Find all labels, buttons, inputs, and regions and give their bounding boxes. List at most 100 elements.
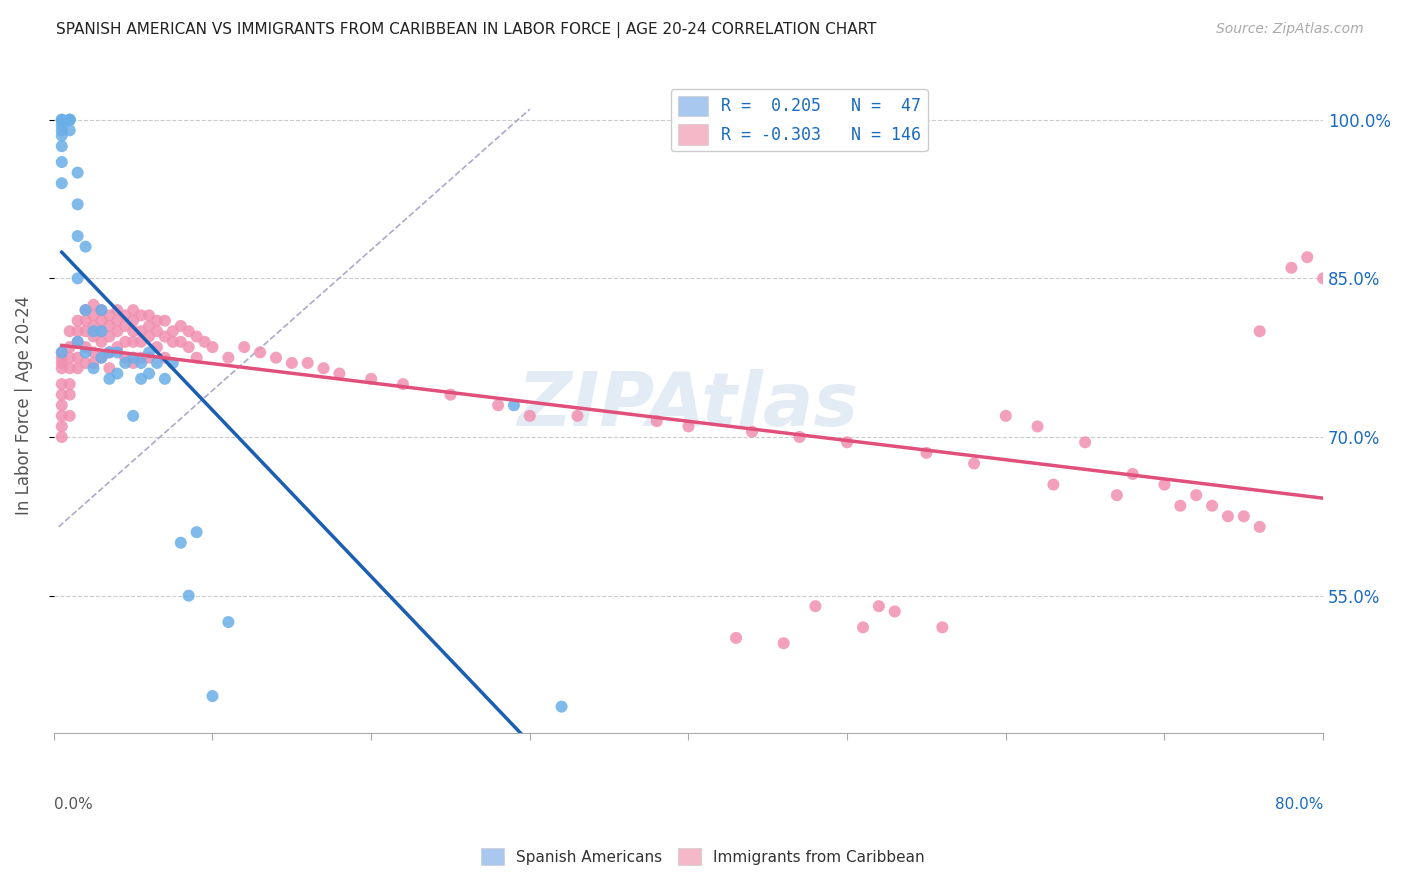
Point <box>360 372 382 386</box>
Point <box>51 176 73 190</box>
Point <box>51 118 73 132</box>
Point <box>138 309 160 323</box>
Point <box>122 356 145 370</box>
Point <box>138 318 160 333</box>
Point <box>75 303 97 318</box>
Point <box>105 367 128 381</box>
Text: Source: ZipAtlas.com: Source: ZipAtlas.com <box>1216 22 1364 37</box>
Point <box>83 318 105 333</box>
Legend: Spanish Americans, Immigrants from Caribbean: Spanish Americans, Immigrants from Carib… <box>475 842 931 871</box>
Point <box>170 334 193 349</box>
Point <box>201 340 224 354</box>
Point <box>98 361 121 376</box>
Point <box>162 356 184 370</box>
Point <box>83 324 105 338</box>
Point <box>75 240 97 254</box>
Point <box>1185 488 1208 502</box>
Point <box>122 303 145 318</box>
Point <box>90 334 112 349</box>
Point <box>75 340 97 354</box>
Point <box>122 324 145 338</box>
Text: 80.0%: 80.0% <box>1275 797 1323 812</box>
Point <box>233 340 256 354</box>
Point <box>264 351 287 365</box>
Point <box>66 361 89 376</box>
Point <box>59 361 82 376</box>
Point <box>51 112 73 127</box>
Legend: R =  0.205   N =  47, R = -0.303   N = 146: R = 0.205 N = 47, R = -0.303 N = 146 <box>671 89 928 152</box>
Point <box>75 356 97 370</box>
Point <box>963 457 986 471</box>
Point <box>66 197 89 211</box>
Point <box>439 387 461 401</box>
Point <box>75 324 97 338</box>
Point <box>114 356 136 370</box>
Point <box>550 699 572 714</box>
Point <box>170 318 193 333</box>
Point <box>51 430 73 444</box>
Point <box>90 324 112 338</box>
Point <box>51 409 73 423</box>
Point <box>51 345 73 359</box>
Point <box>868 599 890 614</box>
Point <box>51 351 73 365</box>
Point <box>129 351 152 365</box>
Point <box>129 309 152 323</box>
Point <box>90 303 112 318</box>
Point <box>162 334 184 349</box>
Point <box>170 535 193 549</box>
Point <box>51 361 73 376</box>
Point <box>193 334 215 349</box>
Point <box>1201 499 1223 513</box>
Point <box>503 398 526 412</box>
Point <box>122 313 145 327</box>
Point <box>59 377 82 392</box>
Point <box>66 324 89 338</box>
Point <box>105 313 128 327</box>
Point <box>98 345 121 359</box>
Point <box>59 324 82 338</box>
Point <box>114 309 136 323</box>
Point <box>146 324 169 338</box>
Point <box>51 128 73 143</box>
Point <box>83 345 105 359</box>
Point <box>66 334 89 349</box>
Point <box>138 345 160 359</box>
Point <box>249 345 271 359</box>
Point <box>1122 467 1144 481</box>
Point <box>122 334 145 349</box>
Point <box>519 409 541 423</box>
Point <box>153 313 176 327</box>
Point <box>105 303 128 318</box>
Point <box>129 334 152 349</box>
Point <box>1105 488 1128 502</box>
Point <box>105 324 128 338</box>
Point <box>114 334 136 349</box>
Point <box>51 398 73 412</box>
Point <box>994 409 1017 423</box>
Point <box>153 372 176 386</box>
Point <box>1249 324 1271 338</box>
Point <box>51 377 73 392</box>
Point <box>1216 509 1239 524</box>
Point <box>75 345 97 359</box>
Point <box>83 298 105 312</box>
Point <box>66 351 89 365</box>
Point <box>186 525 208 540</box>
Point <box>177 589 200 603</box>
Point <box>146 313 169 327</box>
Point <box>931 620 953 634</box>
Point <box>83 356 105 370</box>
Text: 0.0%: 0.0% <box>53 797 93 812</box>
Point <box>129 324 152 338</box>
Point <box>59 123 82 137</box>
Point <box>66 313 89 327</box>
Point <box>217 615 239 629</box>
Point <box>162 324 184 338</box>
Point <box>186 329 208 343</box>
Point <box>66 166 89 180</box>
Point <box>138 329 160 343</box>
Point <box>83 309 105 323</box>
Point <box>75 303 97 318</box>
Point <box>883 605 905 619</box>
